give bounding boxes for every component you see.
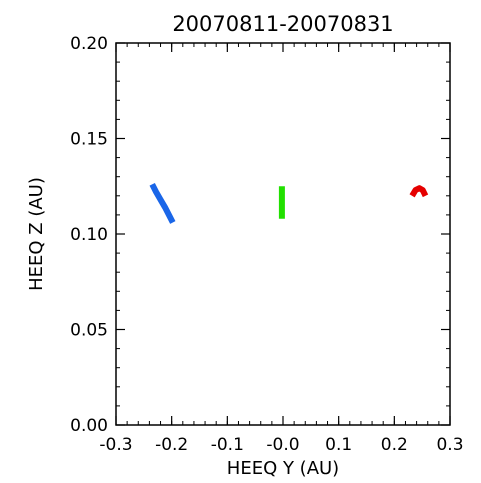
y-tick-label: 0.20 [70, 34, 108, 54]
y-axis-title: HEEQ Z (AU) [26, 177, 47, 291]
x-tick-label: -0.1 [211, 435, 244, 455]
plot-frame [115, 42, 451, 426]
x-tick-label: -0.3 [99, 435, 132, 455]
x-axis-title: HEEQ Y (AU) [227, 458, 339, 479]
y-tick-label: 0.00 [70, 416, 108, 436]
series-line-1 [149, 182, 176, 224]
x-tick-label: -0.2 [155, 435, 188, 455]
chart-title: 20070811-20070831 [172, 12, 393, 36]
series-line-3 [409, 185, 429, 198]
y-tick-label: 0.15 [70, 130, 108, 150]
x-tick-label: 0.1 [325, 435, 352, 455]
y-tick-label: 0.10 [70, 225, 108, 245]
axis-ticks: -0.3 -0.2 -0.1 -0.0 0.1 0.2 0.3 0.00 0.05 0.10 0.1… [70, 34, 463, 455]
x-tick-label: 0.2 [381, 435, 408, 455]
y-tick-label: 0.05 [70, 321, 108, 341]
x-tick-label: 0.3 [436, 435, 463, 455]
data-series [149, 182, 429, 224]
x-tick-label: -0.0 [266, 435, 299, 455]
